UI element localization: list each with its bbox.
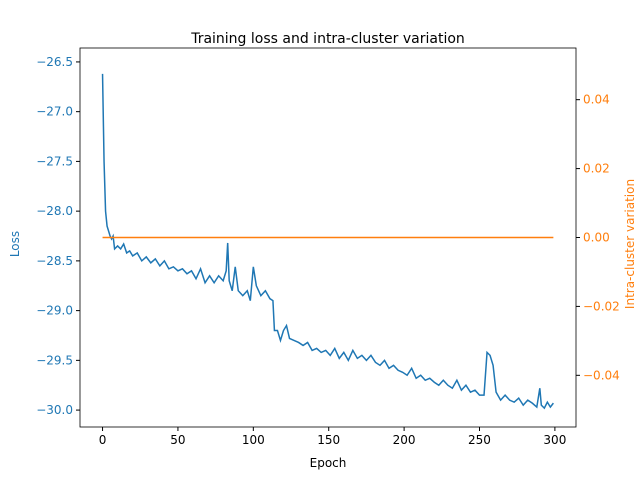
y-tick-label: −27.5 bbox=[36, 154, 73, 168]
y2-tick-label: 0.04 bbox=[583, 93, 610, 107]
y-axis-label: Loss bbox=[8, 231, 22, 257]
x-tick-label: 150 bbox=[317, 433, 340, 447]
x-tick-label: 250 bbox=[468, 433, 491, 447]
y2-tick-label: −0.04 bbox=[583, 368, 620, 382]
y-tick-label: −30.0 bbox=[36, 403, 73, 417]
x-tick-label: 300 bbox=[543, 433, 566, 447]
y2-axis-label: Intra-cluster variation bbox=[623, 179, 637, 309]
y-tick-label: −29.0 bbox=[36, 304, 73, 318]
x-tick-label: 200 bbox=[393, 433, 416, 447]
y-tick-label: −28.0 bbox=[36, 204, 73, 218]
y-tick-label: −26.5 bbox=[36, 55, 73, 69]
x-tick-label: 0 bbox=[99, 433, 107, 447]
x-axis-label: Epoch bbox=[310, 456, 347, 470]
y2-tick-label: 0.00 bbox=[583, 231, 610, 245]
y2-tick-label: 0.02 bbox=[583, 162, 610, 176]
plot-frame bbox=[79, 47, 577, 428]
y-tick-label: −29.5 bbox=[36, 353, 73, 367]
series-line bbox=[101, 73, 554, 410]
chart-title: Training loss and intra-cluster variatio… bbox=[190, 31, 465, 47]
y-tick-label: −28.5 bbox=[36, 254, 73, 268]
x-tick-label: 100 bbox=[242, 433, 265, 447]
y-tick-label: −27.0 bbox=[36, 105, 73, 119]
y2-tick-label: −0.02 bbox=[583, 299, 620, 313]
x-tick-label: 50 bbox=[170, 433, 185, 447]
